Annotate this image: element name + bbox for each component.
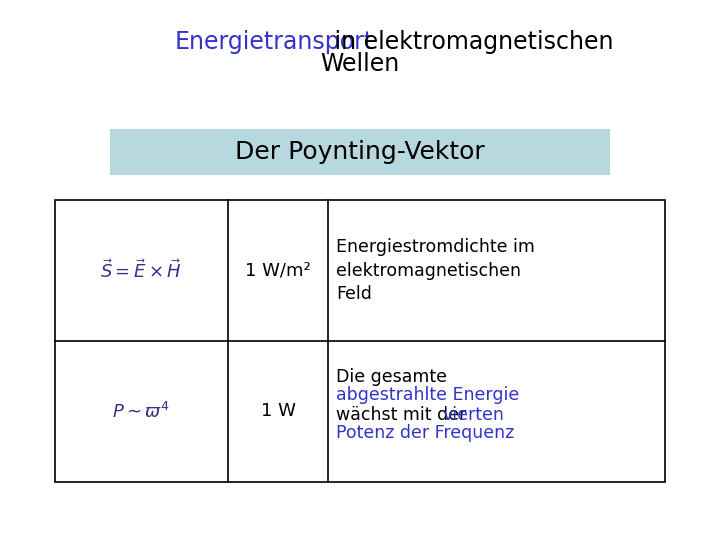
Text: Der Poynting-Vektor: Der Poynting-Vektor bbox=[235, 140, 485, 164]
Text: Energiestromdichte im
elektromagnetischen
Feld: Energiestromdichte im elektromagnetische… bbox=[336, 238, 535, 303]
Text: 1 W/m²: 1 W/m² bbox=[245, 261, 311, 280]
FancyBboxPatch shape bbox=[110, 129, 610, 175]
Text: in elektromagnetischen: in elektromagnetischen bbox=[327, 30, 613, 54]
Text: 1 W: 1 W bbox=[261, 402, 295, 421]
Text: Energietransport: Energietransport bbox=[175, 30, 374, 54]
Text: wächst mit der: wächst mit der bbox=[336, 406, 472, 423]
Text: abgestrahlte Energie: abgestrahlte Energie bbox=[336, 387, 519, 404]
Text: Die gesamte: Die gesamte bbox=[336, 368, 447, 386]
Text: $P \sim \varpi^4$: $P \sim \varpi^4$ bbox=[112, 401, 171, 422]
Text: $\vec{S} = \vec{E} \times \vec{H}$: $\vec{S} = \vec{E} \times \vec{H}$ bbox=[101, 259, 182, 282]
Text: Potenz der Frequenz: Potenz der Frequenz bbox=[336, 424, 514, 442]
Text: Wellen: Wellen bbox=[320, 52, 400, 76]
Text: vierten: vierten bbox=[443, 406, 505, 423]
